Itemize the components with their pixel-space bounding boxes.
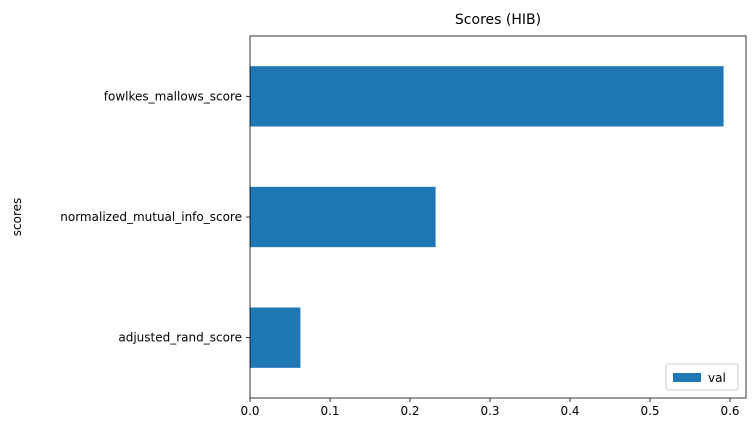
y-tick-label: normalized_mutual_info_score: [60, 210, 242, 224]
y-axis-ticks: adjusted_rand_score normalized_mutual_inf…: [60, 89, 250, 345]
x-tick-label: 0.4: [560, 404, 579, 418]
legend-label: val: [708, 371, 726, 385]
legend: val: [665, 363, 739, 391]
x-tick-label: 0.1: [320, 404, 339, 418]
bar-normalized_mutual_info_score: [250, 186, 436, 248]
chart-title: Scores (HIB): [455, 12, 541, 28]
bars-group: [250, 66, 724, 368]
x-tick-label: 0.2: [400, 404, 419, 418]
bar-fowlkes_mallows_score: [250, 66, 724, 127]
x-tick-label: 0.6: [720, 404, 739, 418]
legend-box: [665, 363, 739, 391]
plot-frame: [249, 35, 747, 399]
legend-swatch: [673, 373, 701, 382]
bar-adjusted_rand_score: [250, 307, 301, 368]
y-tick-label: fowlkes_mallows_score: [104, 89, 242, 103]
x-tick-label: 0.0: [240, 404, 259, 418]
y-tick-label: adjusted_rand_score: [118, 331, 242, 345]
y-axis-label: scores: [10, 198, 24, 237]
x-axis-ticks: 0.0 0.1 0.2 0.3 0.4 0.5 0.6: [240, 398, 740, 418]
x-tick-label: 0.3: [480, 404, 499, 418]
x-tick-label: 0.5: [640, 404, 659, 418]
